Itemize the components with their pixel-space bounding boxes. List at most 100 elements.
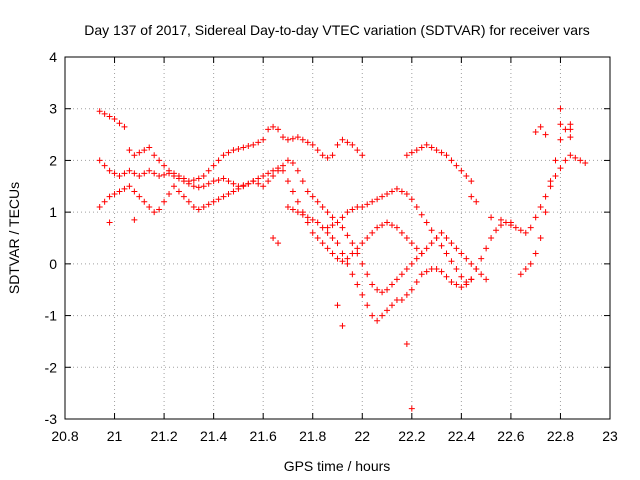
data-point-track-e <box>498 222 504 229</box>
data-point-track-f <box>458 167 465 174</box>
data-point-track-e <box>522 229 529 236</box>
data-point-track-d <box>354 281 361 288</box>
data-point-track-b <box>319 240 326 247</box>
data-point-track-c <box>379 289 386 296</box>
data-point-track-e <box>384 191 391 198</box>
data-point-track-a <box>156 157 163 164</box>
data-point-outliers <box>270 235 277 241</box>
data-point-track-c <box>270 172 277 179</box>
data-point-track-c <box>364 271 371 278</box>
y-axis-label: SDTVAR / TECUs <box>6 182 22 294</box>
data-point-track-e <box>448 258 455 265</box>
data-point-track-c <box>324 209 331 216</box>
data-point-track-b <box>200 183 207 190</box>
data-point-track-b <box>284 178 291 185</box>
data-point-track-a <box>265 126 272 133</box>
data-point-track-c <box>304 188 311 195</box>
data-point-track-a <box>280 134 286 141</box>
data-point-track-e <box>542 193 549 200</box>
x-tick-label: 23 <box>602 428 618 444</box>
data-point-track-g <box>542 209 549 216</box>
data-point-track-c <box>195 206 202 213</box>
data-point-outliers <box>557 105 564 112</box>
data-point-track-e <box>488 235 495 241</box>
data-point-track-b <box>294 198 301 205</box>
data-point-track-b <box>126 167 133 174</box>
data-point-track-b <box>190 183 197 190</box>
data-point-track-b <box>101 162 108 169</box>
data-point-track-b <box>324 245 331 252</box>
data-point-track-b <box>354 245 361 252</box>
data-point-track-e <box>577 157 584 164</box>
data-point-track-c <box>146 203 153 210</box>
x-tick-label: 21.8 <box>299 428 326 444</box>
data-point-track-c <box>443 235 450 241</box>
data-point-track-b <box>329 250 336 257</box>
data-point-track-a <box>131 152 138 159</box>
data-point-track-b <box>116 172 123 179</box>
data-point-track-e <box>557 165 564 172</box>
data-point-track-b <box>166 170 173 177</box>
data-point-outliers <box>275 240 282 247</box>
data-point-track-a <box>205 167 212 174</box>
data-point-track-b <box>121 170 128 177</box>
data-point-track-b <box>374 224 381 231</box>
data-point-track-f <box>413 147 420 154</box>
data-point-track-a <box>250 141 257 148</box>
y-tick-label: -1 <box>45 308 58 324</box>
data-point-track-b <box>384 219 391 226</box>
data-point-track-a <box>111 116 118 123</box>
data-point-outliers <box>507 219 514 226</box>
data-point-track-b <box>408 240 415 247</box>
data-point-track-f <box>423 141 430 148</box>
data-point-track-e <box>572 154 579 161</box>
data-point-track-f <box>463 172 470 179</box>
data-point-track-c <box>205 201 212 208</box>
data-point-track-b <box>255 175 262 182</box>
data-point-track-a <box>136 149 143 156</box>
data-point-track-e <box>374 196 381 203</box>
data-point-track-b <box>369 229 376 236</box>
data-point-track-c <box>260 183 267 190</box>
data-point-track-c <box>126 183 133 190</box>
data-point-track-e <box>552 172 559 179</box>
data-point-track-a <box>151 152 158 159</box>
data-point-track-b <box>161 171 168 178</box>
data-point-track-d <box>304 214 311 221</box>
x-tick-label: 22.2 <box>398 428 425 444</box>
y-tick-label: -3 <box>45 411 58 427</box>
data-point-outliers <box>532 128 539 135</box>
data-point-track-b <box>344 255 351 262</box>
data-point-track-b <box>393 224 400 231</box>
data-point-track-g <box>537 235 544 241</box>
data-point-track-a <box>304 139 311 146</box>
data-point-track-b <box>175 175 182 182</box>
y-tick-label: 4 <box>49 49 57 65</box>
data-point-track-c <box>428 240 435 247</box>
data-point-outliers <box>403 341 410 348</box>
data-point-track-b <box>309 229 316 236</box>
data-point-track-d <box>418 271 425 278</box>
data-point-track-c <box>151 209 158 216</box>
data-point-track-a <box>240 144 247 151</box>
data-point-track-e <box>334 219 341 226</box>
data-point-outliers <box>498 216 504 223</box>
data-point-track-e <box>473 266 480 273</box>
data-point-track-b <box>205 180 212 187</box>
data-point-track-e <box>428 227 435 234</box>
data-point-track-f <box>408 149 415 156</box>
data-point-track-e <box>339 214 346 221</box>
data-point-track-b <box>225 178 232 185</box>
data-point-track-d <box>334 240 341 247</box>
data-point-track-c <box>453 245 460 252</box>
data-point-track-d <box>398 297 405 304</box>
data-point-track-c <box>121 185 128 192</box>
data-point-track-b <box>398 229 405 236</box>
data-point-track-d <box>443 273 450 280</box>
data-point-track-d <box>458 284 465 291</box>
data-point-track-a <box>210 162 217 169</box>
data-point-track-b <box>215 177 222 184</box>
data-point-track-d <box>413 278 420 285</box>
data-point-track-a <box>215 157 222 164</box>
data-point-track-f <box>403 152 410 159</box>
